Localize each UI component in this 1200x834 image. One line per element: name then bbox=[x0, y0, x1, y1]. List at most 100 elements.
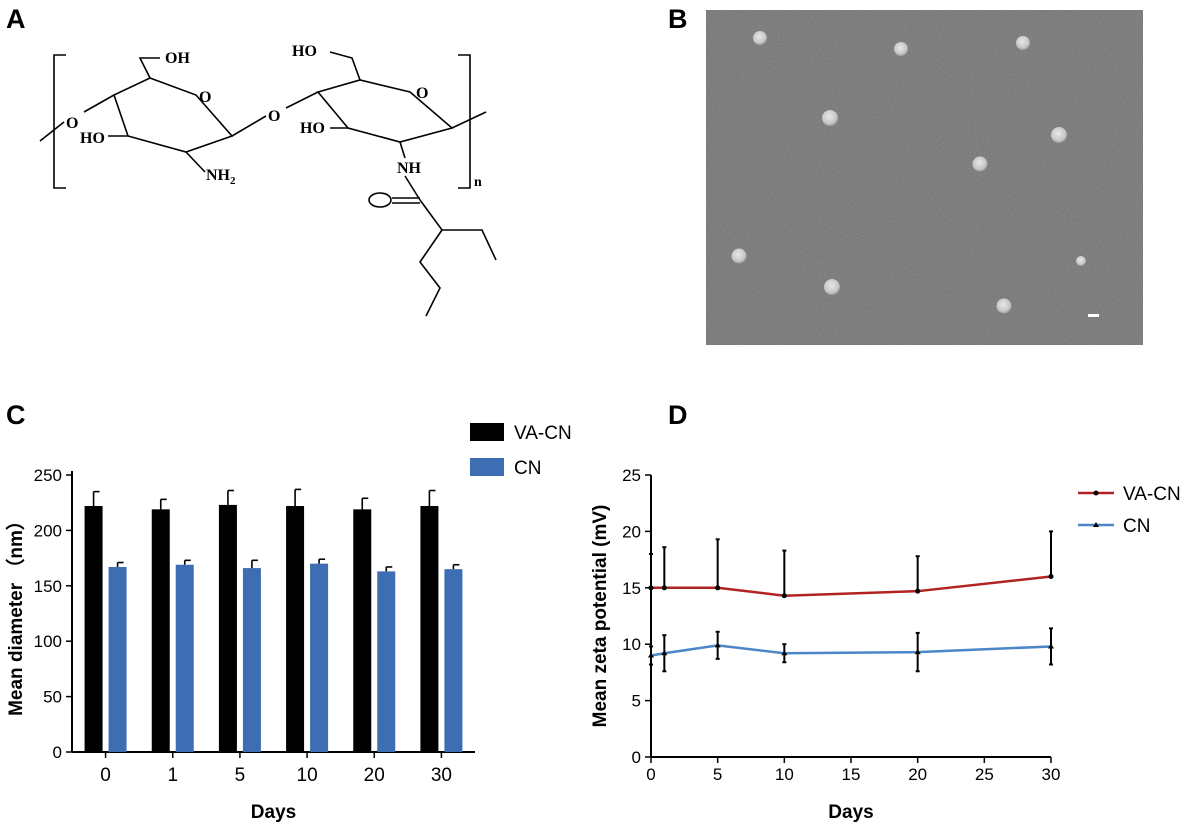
bond-terminal-left bbox=[39, 121, 65, 142]
ho-label-left: HO bbox=[80, 130, 105, 147]
bar-cn bbox=[444, 569, 463, 752]
point-cn bbox=[781, 650, 788, 656]
y-tick-label: 100 bbox=[34, 632, 62, 651]
bar-va-cn bbox=[353, 509, 372, 752]
repeat-n-label: n bbox=[474, 175, 482, 190]
sem-particle bbox=[972, 156, 988, 172]
carbonyl-oxygen-ring bbox=[368, 192, 392, 208]
ring-right bbox=[316, 79, 454, 143]
sem-particle bbox=[822, 110, 838, 126]
bond-glyco-a bbox=[231, 115, 267, 137]
y-tick-label: 200 bbox=[34, 521, 62, 540]
nh2-label: NH2 bbox=[206, 167, 236, 187]
point-cn bbox=[1048, 643, 1054, 649]
bar-cn bbox=[175, 564, 194, 752]
y-axis-title: Mean zeta potential (mV) bbox=[590, 505, 611, 728]
point-cn bbox=[914, 649, 921, 655]
bracket-right bbox=[458, 54, 471, 189]
bond-ch2oh-left bbox=[138, 57, 160, 79]
legend-marker-va-cn bbox=[1093, 490, 1099, 496]
legend-label-cn: CN bbox=[514, 458, 541, 479]
x-axis-title: Days bbox=[828, 802, 873, 823]
legend-swatch-va-cn bbox=[470, 423, 504, 441]
chain-upper bbox=[419, 199, 497, 261]
x-tick-label: 5 bbox=[235, 765, 246, 786]
panel-letter-d: D bbox=[668, 400, 688, 430]
x-tick-label: 25 bbox=[975, 765, 994, 784]
x-tick-label: 20 bbox=[364, 765, 385, 786]
x-tick-label: 5 bbox=[713, 765, 722, 784]
y-tick-label: 20 bbox=[622, 522, 641, 541]
bracket-left bbox=[53, 54, 66, 189]
legend-label-va-cn: VA-CN bbox=[514, 423, 572, 444]
point-va-cn bbox=[648, 585, 654, 591]
point-cn bbox=[648, 652, 654, 658]
point-cn bbox=[714, 642, 721, 648]
sem-particle bbox=[894, 42, 908, 56]
legend-swatch-cn bbox=[470, 458, 504, 476]
point-va-cn bbox=[715, 585, 721, 591]
sem-scale-bar bbox=[1088, 314, 1099, 317]
sem-particle bbox=[996, 298, 1012, 314]
legend-label-cn: CN bbox=[1123, 516, 1150, 537]
chart-mean-diameter: 0 50 100 150 200 250 0 1 5 10 20 30 Days Mean diamete… bbox=[4, 423, 572, 823]
y-tick-label: 0 bbox=[632, 748, 641, 767]
legend-marker-cn bbox=[1093, 522, 1099, 527]
series-line-va-cn bbox=[651, 575, 1052, 597]
panel-letter-a: A bbox=[6, 4, 26, 34]
ring-o-label-right: O bbox=[416, 85, 428, 102]
bar-va-cn bbox=[286, 506, 305, 752]
x-tick-label: 10 bbox=[297, 765, 318, 786]
y-tick-label: 250 bbox=[34, 466, 62, 485]
nh-label: NH bbox=[397, 160, 422, 177]
bar-va-cn bbox=[84, 506, 103, 752]
ho-label-top-right: HO bbox=[292, 43, 317, 60]
y-tick-label: 150 bbox=[34, 577, 62, 596]
x-tick-label: 30 bbox=[431, 765, 452, 786]
series-line-cn bbox=[650, 644, 1052, 657]
x-tick-label: 15 bbox=[842, 765, 861, 784]
bar-va-cn bbox=[420, 506, 439, 752]
o-label-link-left: O bbox=[66, 115, 78, 132]
chain-lower bbox=[419, 229, 443, 317]
ring-left bbox=[113, 77, 234, 153]
panel-letter-b: B bbox=[668, 4, 688, 34]
bar-cn bbox=[242, 568, 261, 752]
point-cn bbox=[661, 650, 668, 656]
double-bond-carbonyl bbox=[392, 197, 420, 204]
ho-label-right: HO bbox=[300, 120, 325, 137]
bar-cn bbox=[310, 563, 329, 752]
bond-ch2oh-right bbox=[329, 51, 361, 81]
x-tick-label: 1 bbox=[167, 765, 178, 786]
y-tick-label: 50 bbox=[43, 688, 62, 707]
x-tick-label: 10 bbox=[775, 765, 794, 784]
bond-nh2-left bbox=[185, 151, 206, 173]
point-va-cn bbox=[1048, 574, 1054, 580]
o-label-glycosidic: O bbox=[268, 108, 280, 125]
bar-cn bbox=[108, 566, 127, 752]
sem-texture bbox=[706, 10, 1143, 345]
legend-label-va-cn: VA-CN bbox=[1123, 484, 1181, 505]
chart-zeta-potential: 0 5 10 15 20 25 0 5 10 15 20 25 30 VA-CN CN Days Mean ze… bbox=[590, 466, 1181, 823]
y-tick-label: 25 bbox=[622, 466, 641, 485]
y-axis-title: Mean diameter （nm） bbox=[4, 511, 27, 716]
point-va-cn bbox=[781, 593, 787, 599]
bond-n-carbonyl bbox=[404, 175, 421, 201]
point-va-cn bbox=[661, 585, 667, 591]
bond-o-c4-left bbox=[83, 94, 115, 113]
sem-particle bbox=[824, 279, 840, 295]
y-tick-label: 5 bbox=[632, 692, 641, 711]
bond-glyco-b bbox=[285, 91, 319, 109]
sem-particle bbox=[1076, 256, 1086, 266]
y-tick-label: 10 bbox=[622, 635, 641, 654]
bar-va-cn bbox=[218, 504, 237, 752]
bond-nh-right bbox=[399, 141, 406, 159]
x-tick-label: 0 bbox=[646, 765, 655, 784]
point-va-cn bbox=[915, 588, 921, 594]
structure-labels: OH HO O O O O HO NH2 HO NH n bbox=[66, 43, 482, 190]
sem-particle bbox=[1051, 127, 1067, 143]
x-tick-label: 20 bbox=[908, 765, 927, 784]
y-tick-label: 0 bbox=[53, 743, 62, 762]
ring-o-label-left: O bbox=[199, 89, 211, 106]
